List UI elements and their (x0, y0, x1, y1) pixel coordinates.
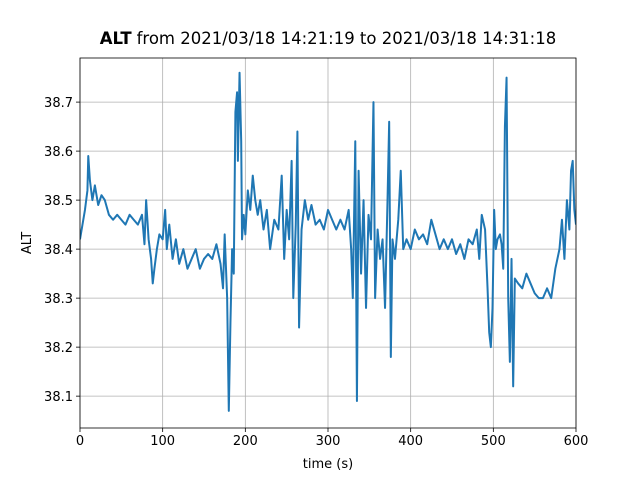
title-range: from 2021/03/18 14:21:19 to 2021/03/18 1… (137, 29, 557, 48)
x-tick-label: 0 (76, 434, 84, 449)
x-axis-label: time (s) (303, 457, 353, 472)
x-tick-label: 600 (564, 434, 589, 449)
data-line (80, 71, 576, 412)
y-tick-label: 38.6 (44, 145, 73, 160)
x-tick-label: 400 (398, 434, 423, 449)
x-tick-label: 300 (316, 434, 341, 449)
y-tick-label: 38.1 (44, 390, 73, 405)
x-tick-label: 500 (481, 434, 506, 449)
y-tick-label: 38.5 (44, 194, 73, 209)
x-tick-label: 100 (150, 434, 175, 449)
y-tick-label: 38.2 (44, 341, 73, 356)
y-axis-label: ALT (20, 232, 35, 254)
y-tick-label: 38.3 (44, 292, 73, 307)
title-variable: ALT (100, 29, 133, 48)
y-tick-label: 38.7 (44, 96, 73, 111)
x-tick-label: 200 (233, 434, 258, 449)
chart-title: ALT from 2021/03/18 14:21:19 to 2021/03/1… (100, 29, 556, 48)
y-tick-label: 38.4 (44, 243, 73, 258)
plot-frame (79, 57, 577, 429)
